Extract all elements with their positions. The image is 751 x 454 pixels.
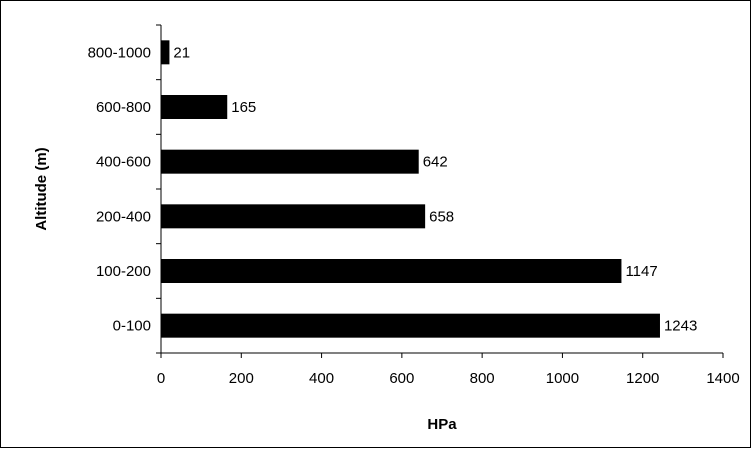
bar-0-100 xyxy=(161,313,660,338)
data-label: 21 xyxy=(173,44,190,61)
x-axis-ticks xyxy=(160,353,724,358)
x-tick-label: 0 xyxy=(157,370,165,387)
bar-400-600 xyxy=(161,149,419,174)
x-axis-title: HPa xyxy=(427,416,457,433)
bars xyxy=(161,40,660,338)
x-tick-label: 1000 xyxy=(546,370,579,387)
category-label: 0-100 xyxy=(113,318,151,335)
x-tick-label: 200 xyxy=(229,370,254,387)
y-axis-title: Altitude (m) xyxy=(33,147,50,230)
x-tick-labels: 0 200 400 600 800 1000 1200 1400 xyxy=(157,370,740,387)
bar-100-200 xyxy=(161,259,622,283)
bar-800-1000 xyxy=(161,40,170,65)
data-label: 165 xyxy=(231,99,256,116)
x-tick-label: 1200 xyxy=(626,370,659,387)
category-label: 600-800 xyxy=(96,99,151,116)
data-labels: 21 165 642 658 1147 1243 xyxy=(173,44,697,334)
y-axis-ticks xyxy=(156,24,161,354)
bar-200-400 xyxy=(161,204,426,229)
category-label: 200-400 xyxy=(96,208,151,225)
category-label: 400-600 xyxy=(96,154,151,171)
data-label: 1243 xyxy=(664,318,697,335)
category-label: 100-200 xyxy=(96,263,151,280)
bar-600-800 xyxy=(161,95,228,119)
x-tick-label: 800 xyxy=(470,370,495,387)
category-labels: 800-1000 600-800 400-600 200-400 100-200 0-10… xyxy=(88,44,151,334)
data-label: 1147 xyxy=(625,263,657,280)
category-label: 800-1000 xyxy=(88,44,151,61)
axes xyxy=(160,25,723,354)
x-tick-label: 400 xyxy=(309,370,334,387)
data-label: 658 xyxy=(429,208,454,225)
x-tick-label: 600 xyxy=(389,370,414,387)
data-label: 642 xyxy=(423,154,448,171)
x-tick-label: 1400 xyxy=(706,370,739,387)
